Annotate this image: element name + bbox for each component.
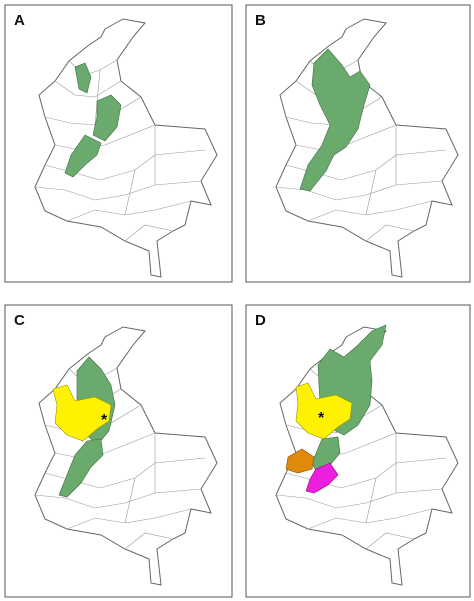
panel-label: D: [255, 312, 266, 329]
panel-c: * C: [4, 304, 233, 598]
marker: *: [318, 410, 325, 427]
marker: *: [101, 412, 108, 429]
panel-frame: [245, 4, 471, 283]
region-yellow: [295, 382, 353, 440]
region-green: [92, 94, 122, 142]
region-yellow: [52, 384, 112, 442]
region-green: [58, 438, 104, 498]
region-orange: [285, 448, 315, 474]
panel-b: B: [245, 4, 471, 283]
panel-label: A: [14, 12, 25, 29]
region-green: [74, 62, 92, 94]
panel-a: A: [4, 4, 233, 283]
panel-frame: [4, 304, 233, 598]
region-green: [299, 48, 371, 192]
panel-frame: [4, 4, 233, 283]
panel-d: * D: [245, 304, 471, 598]
panel-label: C: [14, 312, 25, 329]
region-green: [64, 134, 102, 178]
panel-label: B: [255, 12, 266, 29]
region-magenta: [305, 462, 339, 494]
